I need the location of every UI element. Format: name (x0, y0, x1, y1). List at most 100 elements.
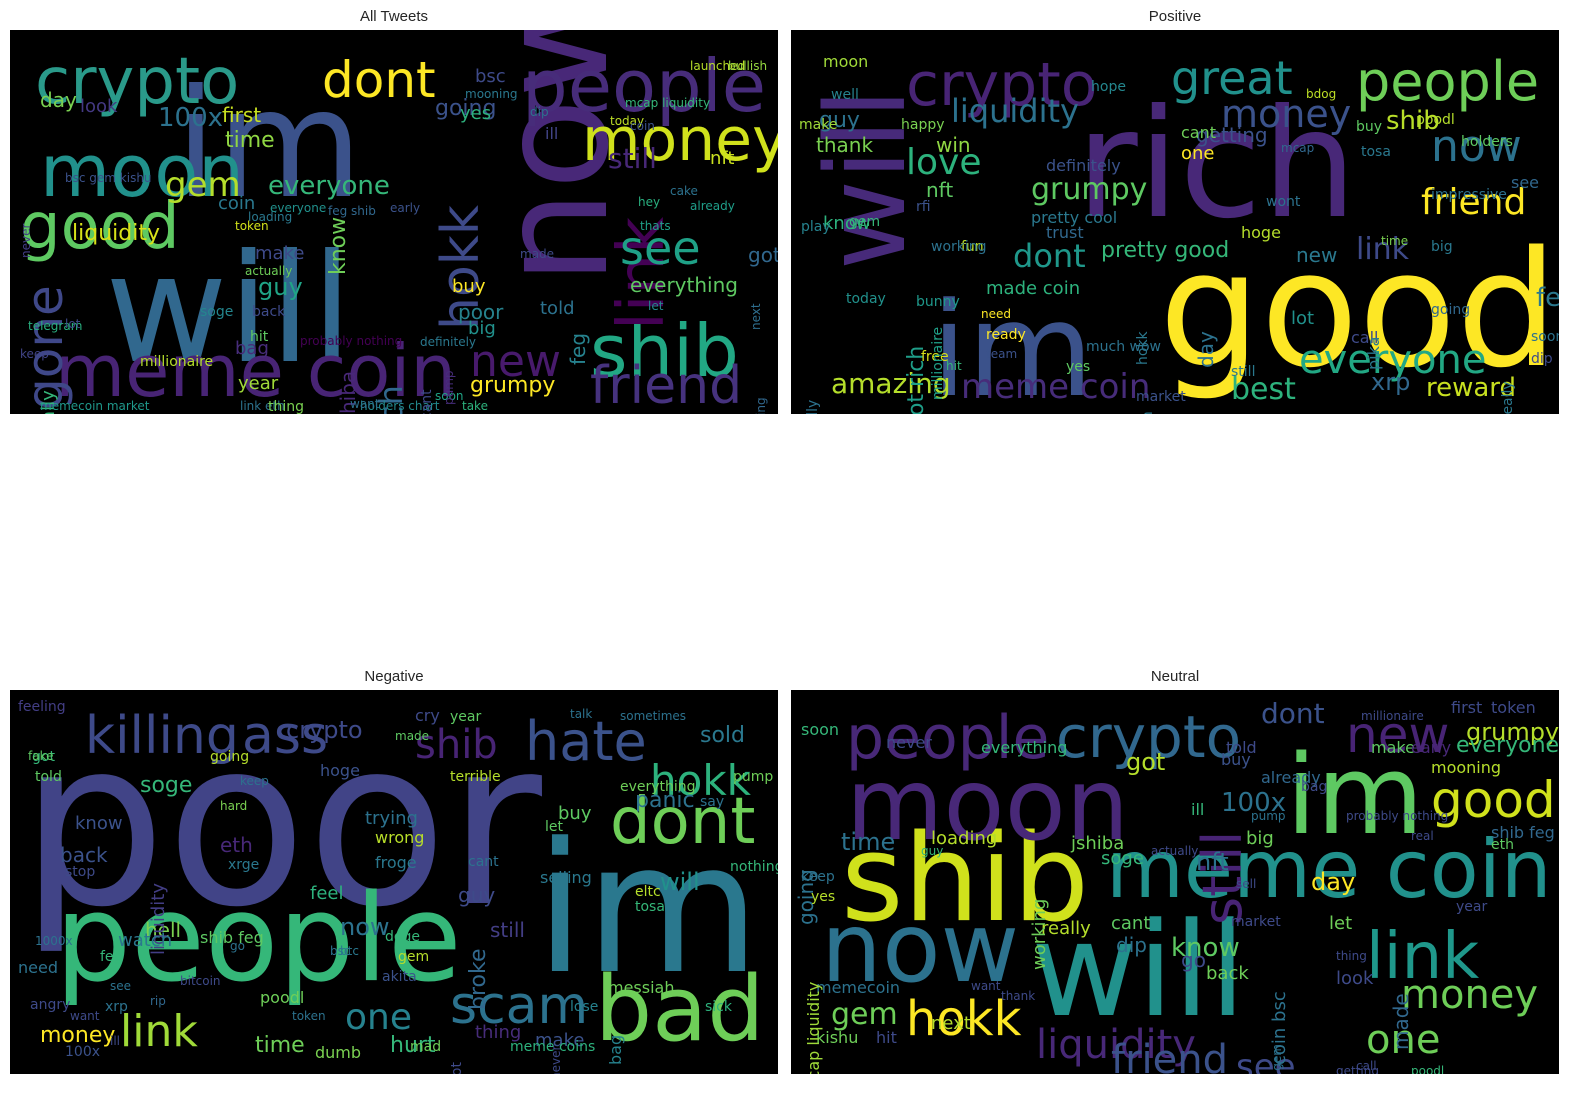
cloud-word: happy (901, 117, 945, 133)
cloud-word: sometimes (620, 709, 687, 723)
cloud-word: im (1286, 731, 1424, 859)
cloud-word: moon (40, 129, 244, 213)
cloud-word: sick (705, 999, 732, 1015)
cloud-word: messiah (608, 978, 675, 997)
cloud-word: free (921, 349, 949, 365)
cloud-word: know (823, 213, 871, 234)
cloud-word: yes (1066, 359, 1091, 375)
cloud-word: coin (218, 193, 256, 214)
cloud-word: bullish (728, 59, 768, 73)
cloud-word: make (1371, 738, 1415, 757)
cloud-word: crypto (35, 45, 240, 119)
cloud-word: today (846, 291, 886, 307)
cloud-word: xrp (105, 999, 128, 1015)
cloud-word: going (1431, 302, 1471, 318)
cloud-word: token (1491, 698, 1536, 717)
cloud-word: trying (365, 808, 418, 829)
cloud-word: token (292, 1009, 326, 1023)
cloud-word: money (40, 1023, 116, 1048)
cloud-word: coin (630, 119, 655, 133)
cloud-word: know (75, 813, 123, 834)
cloud-word: take (462, 399, 488, 413)
cloud-word: love (906, 142, 982, 183)
cloud-word: hell (145, 918, 182, 942)
cloud-word: 100x (158, 103, 224, 133)
cloud-word: eth (220, 833, 253, 857)
cloud-word: day (1311, 868, 1356, 896)
cloud-word: see (1236, 1047, 1296, 1074)
cloud-word: millionaire (140, 354, 214, 370)
cloud-word: play (801, 219, 831, 235)
cloud-word: buy (452, 276, 486, 297)
cloud-word: told (35, 769, 62, 785)
cloud-word: really (1041, 918, 1091, 939)
cloud-word: nft (710, 148, 735, 169)
cloud-word: millionaire (930, 326, 946, 400)
cloud-word: im (931, 274, 1094, 414)
cloud-word: terrible (450, 769, 501, 785)
cloud-word: got (32, 749, 55, 765)
cloud-word: angry (30, 997, 71, 1013)
cloud-word: xrge (228, 857, 260, 873)
cloud-word: feg (566, 332, 590, 365)
cloud-word: made (395, 729, 430, 743)
cloud-word: cake (670, 184, 698, 198)
cloud-word: telegram (28, 319, 83, 333)
cloud-word: soge (140, 773, 193, 798)
word-cloud: rich good im will crypto great people money liqu… (791, 30, 1559, 414)
cloud-word: crypto (286, 716, 363, 744)
cloud-word: now (821, 892, 1020, 1004)
cloud-word: millionaire (1361, 709, 1424, 723)
cloud-word: hokk (650, 756, 751, 805)
cloud-word: mooning (1431, 758, 1502, 777)
cloud-word: killing (85, 706, 239, 766)
cloud-word: feg shib (328, 204, 376, 218)
cloud-word: gem (165, 165, 241, 205)
cloud-word: dont (610, 785, 756, 859)
cloud-word: hit (946, 359, 962, 373)
panel-neutral: Neutral will im shib moon now meme coin people… (791, 666, 1559, 1074)
cloud-word: dip (530, 105, 549, 119)
cloud-word: soon (1531, 329, 1559, 345)
cloud-word: first (1451, 698, 1483, 717)
cloud-word: liquidity (951, 92, 1079, 130)
cloud-word: really (1500, 381, 1516, 414)
cloud-word: mad (410, 1039, 442, 1055)
cloud-word: talk (570, 707, 593, 721)
cloud-word: dip (1116, 933, 1147, 957)
cloud-word: still (1231, 364, 1256, 380)
cloud-word: memecoin (816, 978, 901, 997)
cloud-word: best (1231, 372, 1296, 407)
cloud-word: made coin (986, 278, 1081, 299)
cloud-word: mcap liquidity (625, 96, 711, 110)
cloud-word: poor (20, 691, 542, 958)
cloud-word: poodl (1416, 112, 1455, 128)
cloud-word: need (981, 307, 1011, 321)
word-cloud: poor im people bad killing ass hate shib hokk don… (10, 690, 778, 1074)
cloud-word: xrp (1371, 368, 1411, 396)
cloud-word: bag (235, 338, 269, 359)
cloud-word: keep (20, 347, 49, 361)
cloud-word: next (931, 1013, 971, 1034)
cloud-word: amazing (831, 367, 951, 400)
cloud-word: thing (475, 1022, 522, 1043)
cloud-word: feg (1536, 283, 1559, 313)
cloud-word: eltc (635, 884, 661, 900)
cloud-word: akita (382, 969, 417, 985)
cloud-word: next (749, 303, 763, 330)
cloud-word: froge (375, 853, 417, 872)
cloud-word: guy (458, 883, 496, 907)
cloud-word: dont (1261, 697, 1325, 730)
cloud-word: launched (690, 59, 746, 73)
cloud-word: one (1366, 1017, 1441, 1063)
cloud-word: already (690, 199, 735, 213)
cloud-word: shib feg (1491, 823, 1555, 842)
cloud-word: meme coin (1106, 823, 1552, 916)
word-cloud: will im shib moon now meme coin people crypto li… (791, 690, 1559, 1074)
cloud-word: thank (816, 133, 874, 157)
cloud-word: everything (620, 779, 696, 795)
cloud-word: hey (638, 195, 661, 209)
cloud-word: actually (1151, 844, 1199, 858)
cloud-word: actually (245, 264, 293, 278)
cloud-word: moon (846, 746, 1130, 863)
